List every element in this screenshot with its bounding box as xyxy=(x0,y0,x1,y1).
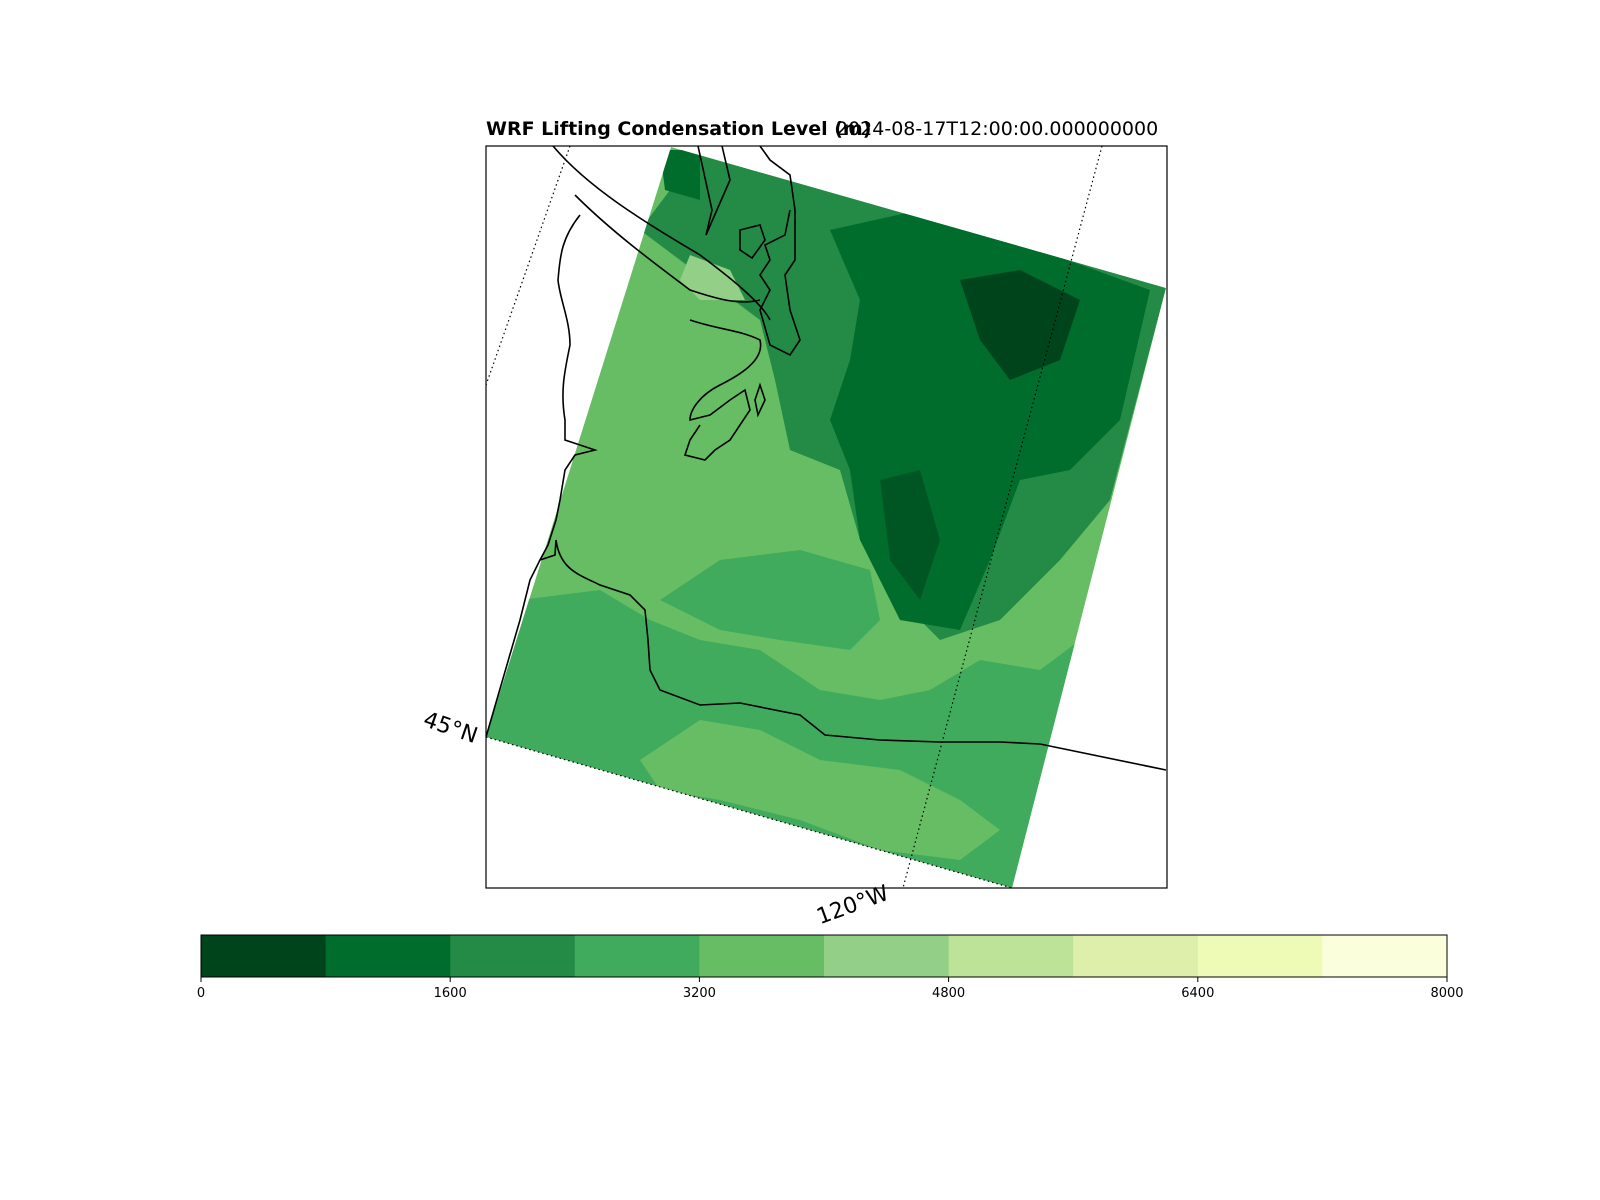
colorbar-segment xyxy=(1322,935,1448,977)
colorbar-segment xyxy=(824,935,950,977)
field-band-4000 xyxy=(680,255,745,300)
gridlines xyxy=(486,146,1103,888)
colorbar-tick-label: 4800 xyxy=(932,986,966,1001)
map-timestamp: 2024-08-17T12:00:00.000000000 xyxy=(836,118,1159,140)
colorbar-segment xyxy=(1197,935,1323,977)
colorbar-tick-label: 8000 xyxy=(1430,986,1464,1001)
colorbar xyxy=(200,934,1448,982)
colorbar-tick-label: 0 xyxy=(196,986,206,1001)
meridian-120w-gridline xyxy=(902,146,1103,888)
meridian-west-gridline xyxy=(486,146,571,386)
field-band-2400-central xyxy=(660,550,880,650)
map-title: WRF Lifting Condensation Level (m) xyxy=(486,118,872,140)
colorbar-segment xyxy=(1073,935,1199,977)
lcl-field xyxy=(486,147,1166,888)
colorbar-segment xyxy=(450,935,576,977)
field-band-0 xyxy=(960,270,1080,380)
colorbar-tick-label: 1600 xyxy=(433,986,467,1001)
colorbar-segment xyxy=(948,935,1074,977)
colorbar-segment xyxy=(574,935,700,977)
colorbar-tick-label: 3200 xyxy=(682,986,716,1001)
parallel-45n-gridline xyxy=(486,736,1013,888)
map-frame xyxy=(485,145,1168,889)
field-band-800-north xyxy=(660,150,700,200)
colorbar-segment xyxy=(325,935,451,977)
coastlines xyxy=(486,146,1167,771)
field-band-3200-south xyxy=(640,720,1000,860)
colorbar-segment xyxy=(201,935,327,977)
colorbar-tick-label: 6400 xyxy=(1181,986,1215,1001)
colorbar-segment xyxy=(699,935,825,977)
field-band-0-south xyxy=(880,470,940,600)
colorbar-outline xyxy=(200,934,1448,978)
